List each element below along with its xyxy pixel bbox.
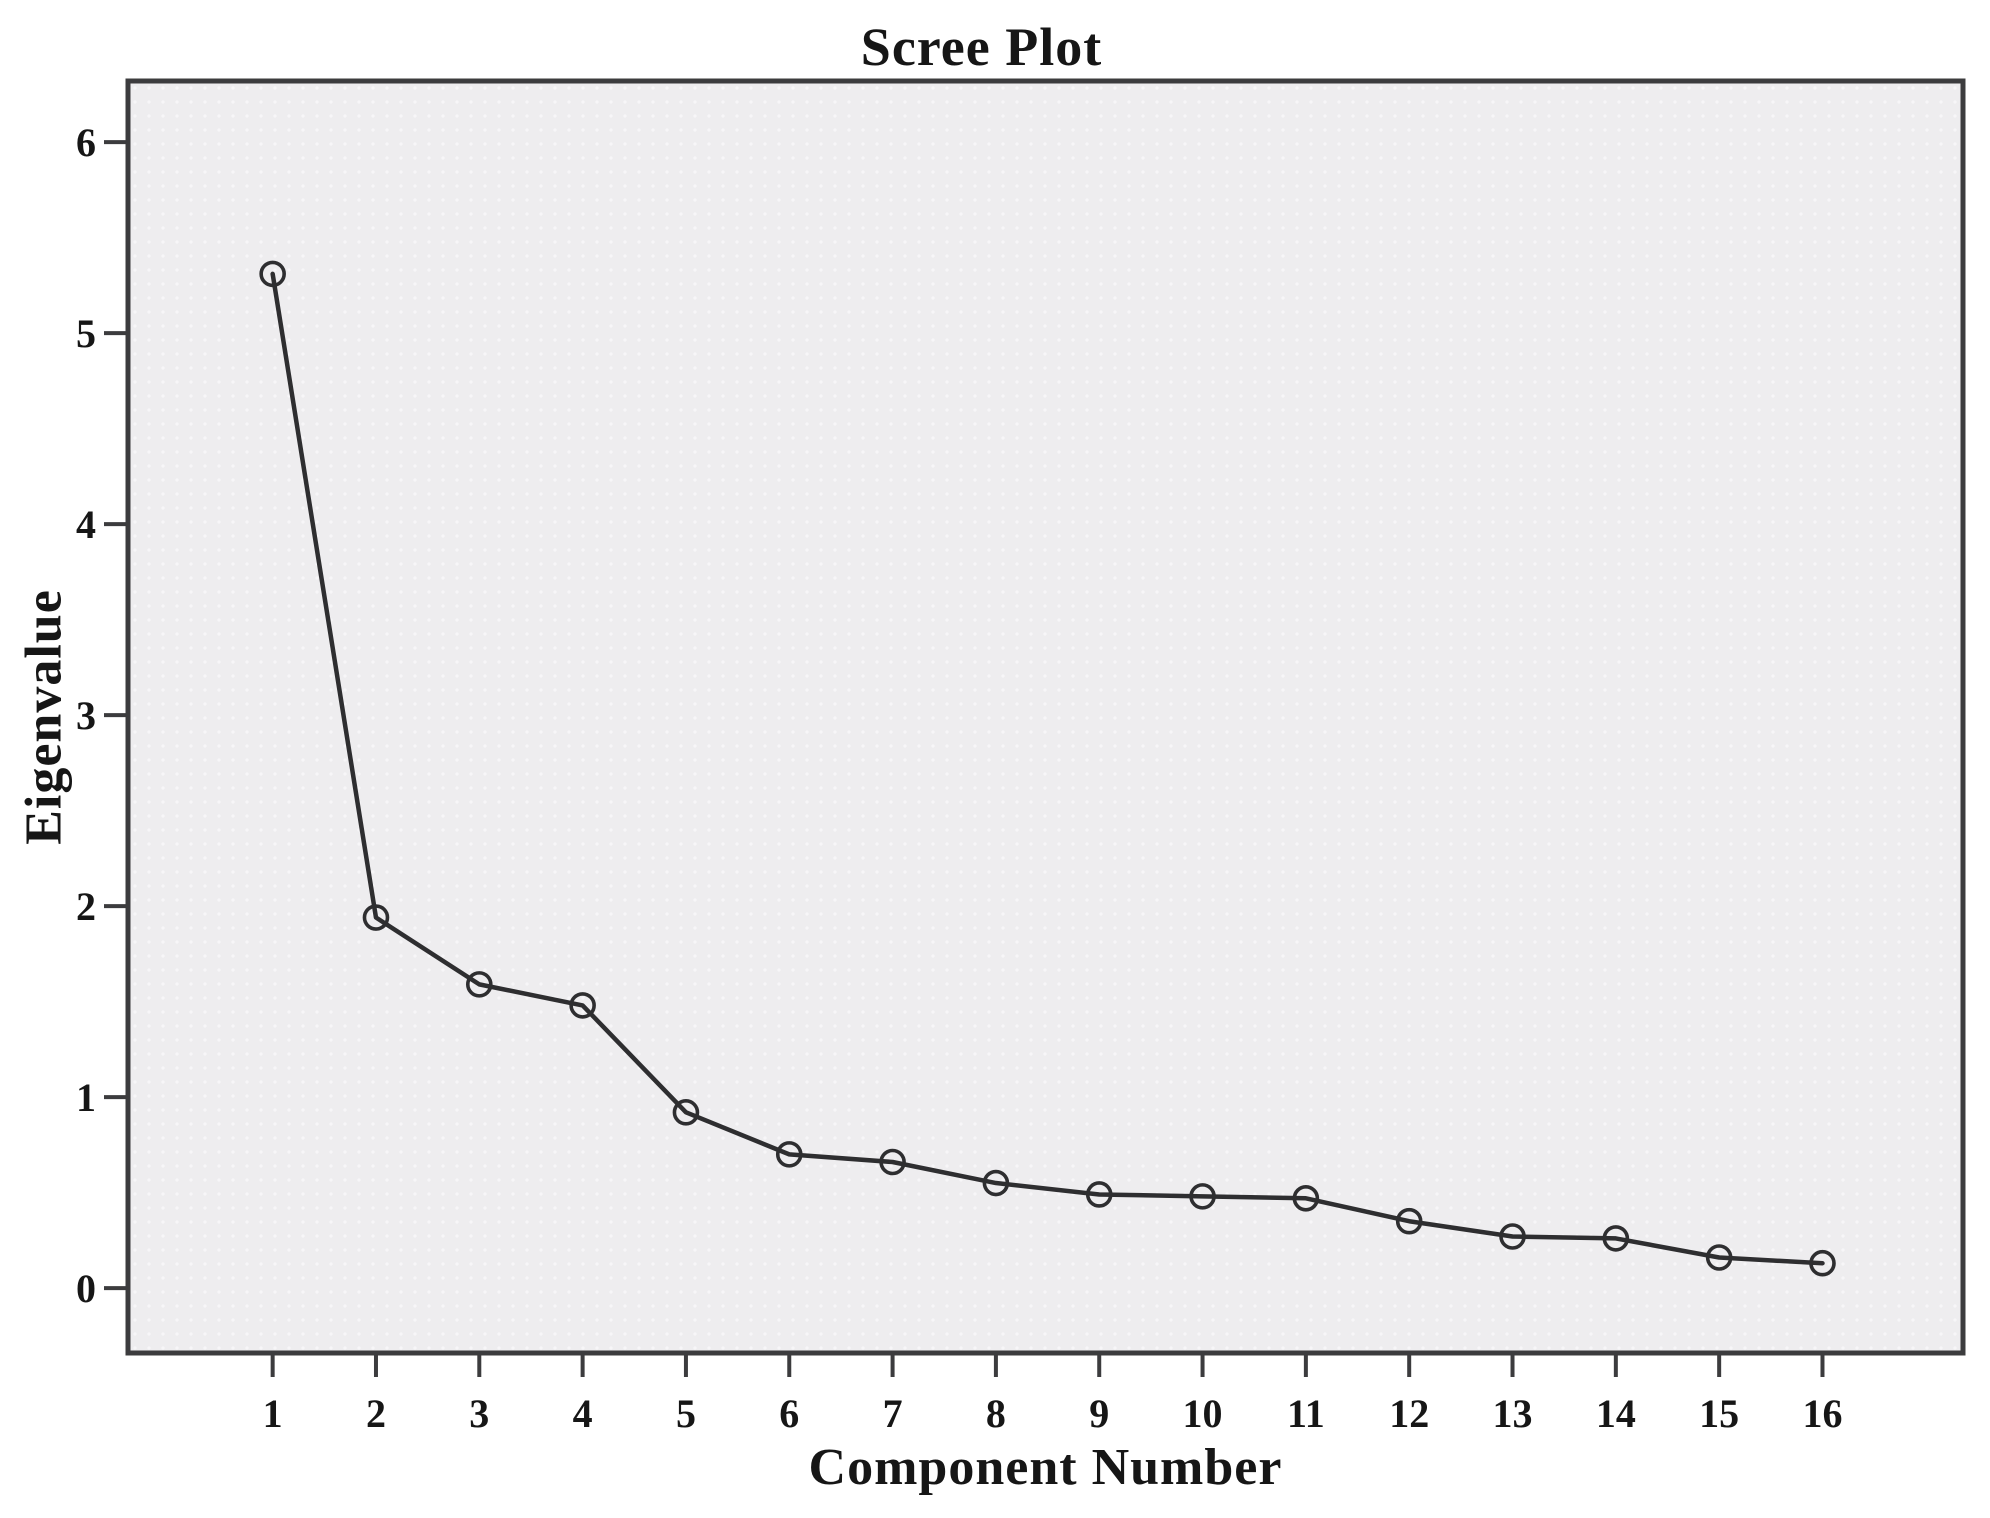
data-point-marker: [879, 1148, 906, 1176]
data-point-marker: [1809, 1249, 1836, 1277]
x-axis-title: Component Number: [808, 1439, 1283, 1496]
data-point-marker: [362, 904, 390, 931]
x-tick-label: 8: [986, 1391, 1006, 1436]
x-tick-label: 2: [366, 1391, 386, 1436]
y-tick-label: 0: [76, 1266, 96, 1311]
x-tick-label: 11: [1287, 1391, 1325, 1436]
x-tick-label: 12: [1389, 1391, 1429, 1436]
scree-line: [270, 271, 1825, 1266]
x-tick-label: 14: [1596, 1391, 1636, 1436]
x-tick-label: 6: [779, 1391, 799, 1436]
y-tick-label: 2: [76, 884, 96, 929]
y-tick-label: 1: [76, 1075, 96, 1120]
y-tick-label: 4: [76, 502, 96, 547]
data-point-marker: [259, 260, 286, 288]
data-point-marker: [775, 1141, 803, 1168]
y-tick-label: 3: [76, 693, 96, 738]
data-point-marker: [1705, 1244, 1733, 1271]
data-point-marker: [982, 1169, 1010, 1197]
data-point-marker: [1085, 1181, 1113, 1208]
data-point-marker: [465, 971, 493, 998]
x-tick-label: 9: [1089, 1391, 1109, 1436]
x-tick-label: 16: [1802, 1391, 1842, 1436]
plot-area: [128, 81, 1963, 1353]
data-point-marker: [1292, 1184, 1320, 1212]
data-point-marker: [1395, 1207, 1423, 1235]
plot-frame: [125, 78, 1966, 1356]
y-tick-label: 6: [76, 120, 96, 165]
x-tick-label: 13: [1493, 1391, 1533, 1436]
x-tick-label: 7: [883, 1391, 903, 1436]
x-tick-label: 1: [263, 1391, 283, 1436]
data-point-marker: [1499, 1223, 1526, 1250]
data-point-marker: [672, 1099, 700, 1126]
chart-title: Scree Plot: [860, 17, 1103, 77]
y-tick-label: 5: [76, 311, 96, 356]
x-tick-label: 3: [469, 1391, 489, 1436]
data-point-marker: [1602, 1225, 1630, 1252]
data-point-marker: [1189, 1183, 1216, 1210]
x-tick-label: 5: [676, 1391, 696, 1436]
data-point-marker: [569, 992, 596, 1019]
x-tick-label: 4: [573, 1391, 593, 1436]
x-tick-label: 15: [1699, 1391, 1739, 1436]
x-tick-label: 10: [1183, 1391, 1223, 1436]
